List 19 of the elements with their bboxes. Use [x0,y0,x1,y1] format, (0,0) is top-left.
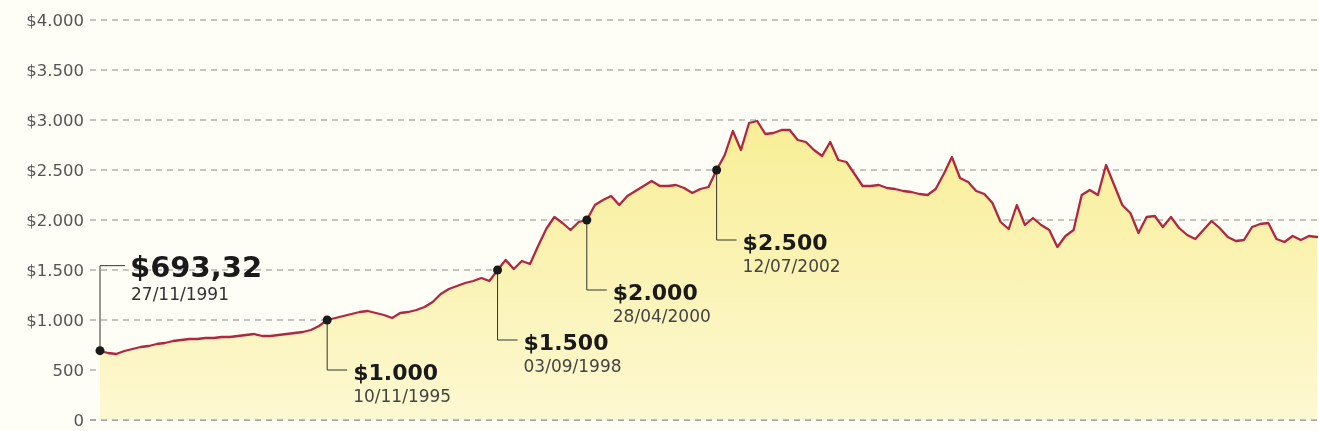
y-tick-label: $2.000 [26,210,84,230]
y-tick-label: 0 [73,410,84,430]
y-tick-label: $2.500 [26,160,84,180]
annotation: $2.000 28/04/2000 [612,280,711,326]
y-tick-label: 500 [52,360,84,380]
annotation: $1.000 10/11/1995 [353,360,452,406]
point [712,165,722,175]
y-tick-label: $1.000 [26,310,84,330]
y-tick-label: $4.000 [26,10,84,30]
y-tick-label: $1.500 [26,260,84,280]
annotation: $1.500 03/09/1998 [523,330,622,376]
annotation: $2.500 12/07/2002 [742,230,841,276]
point [493,265,503,275]
y-tick-label: $3.000 [26,110,84,130]
point [582,215,592,225]
point [322,315,332,325]
y-tick-label: $3.500 [26,60,84,80]
annotation: $693,32 27/11/1991 [130,249,263,304]
point [95,346,105,356]
